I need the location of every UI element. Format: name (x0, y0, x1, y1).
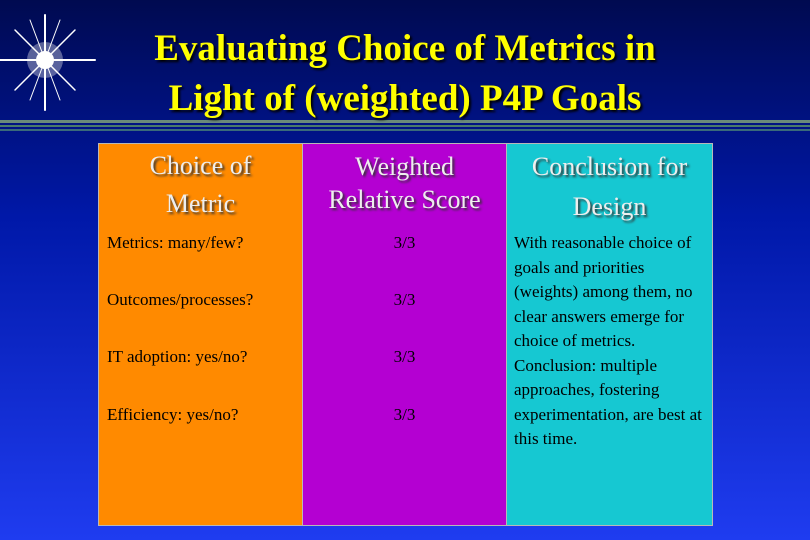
metric-cell: Outcomes/processes? (107, 290, 254, 309)
conclusion: With reasonable choice of goals and prio… (514, 231, 706, 452)
score-cell: 3/3 (393, 405, 416, 424)
title-line: Light of (weighted) P4P Goals (168, 78, 642, 119)
column (506, 143, 713, 526)
header: Choice of Metric (149, 151, 252, 218)
metric-cell: Efficiency: yes/no? (107, 405, 239, 424)
score-cell: 3/3 (393, 290, 416, 309)
title-line: Evaluating Choice of Metrics in (154, 28, 656, 69)
metric-cell: IT adoption: yes/no? (107, 347, 248, 366)
conclusion-text: With reasonable choice of goals and prio… (514, 233, 693, 350)
metric-cell: Metrics: many/few? (107, 233, 244, 252)
decoration (0, 14, 810, 131)
score-cell: 3/3 (393, 347, 416, 366)
header: Conclusion for Design (531, 152, 688, 221)
header: Weighted Relative Score (328, 152, 481, 214)
score-cell: 3/3 (393, 233, 416, 252)
column (302, 143, 507, 526)
conclusion-text: Conclusion: multiple approaches, fosteri… (514, 355, 702, 449)
